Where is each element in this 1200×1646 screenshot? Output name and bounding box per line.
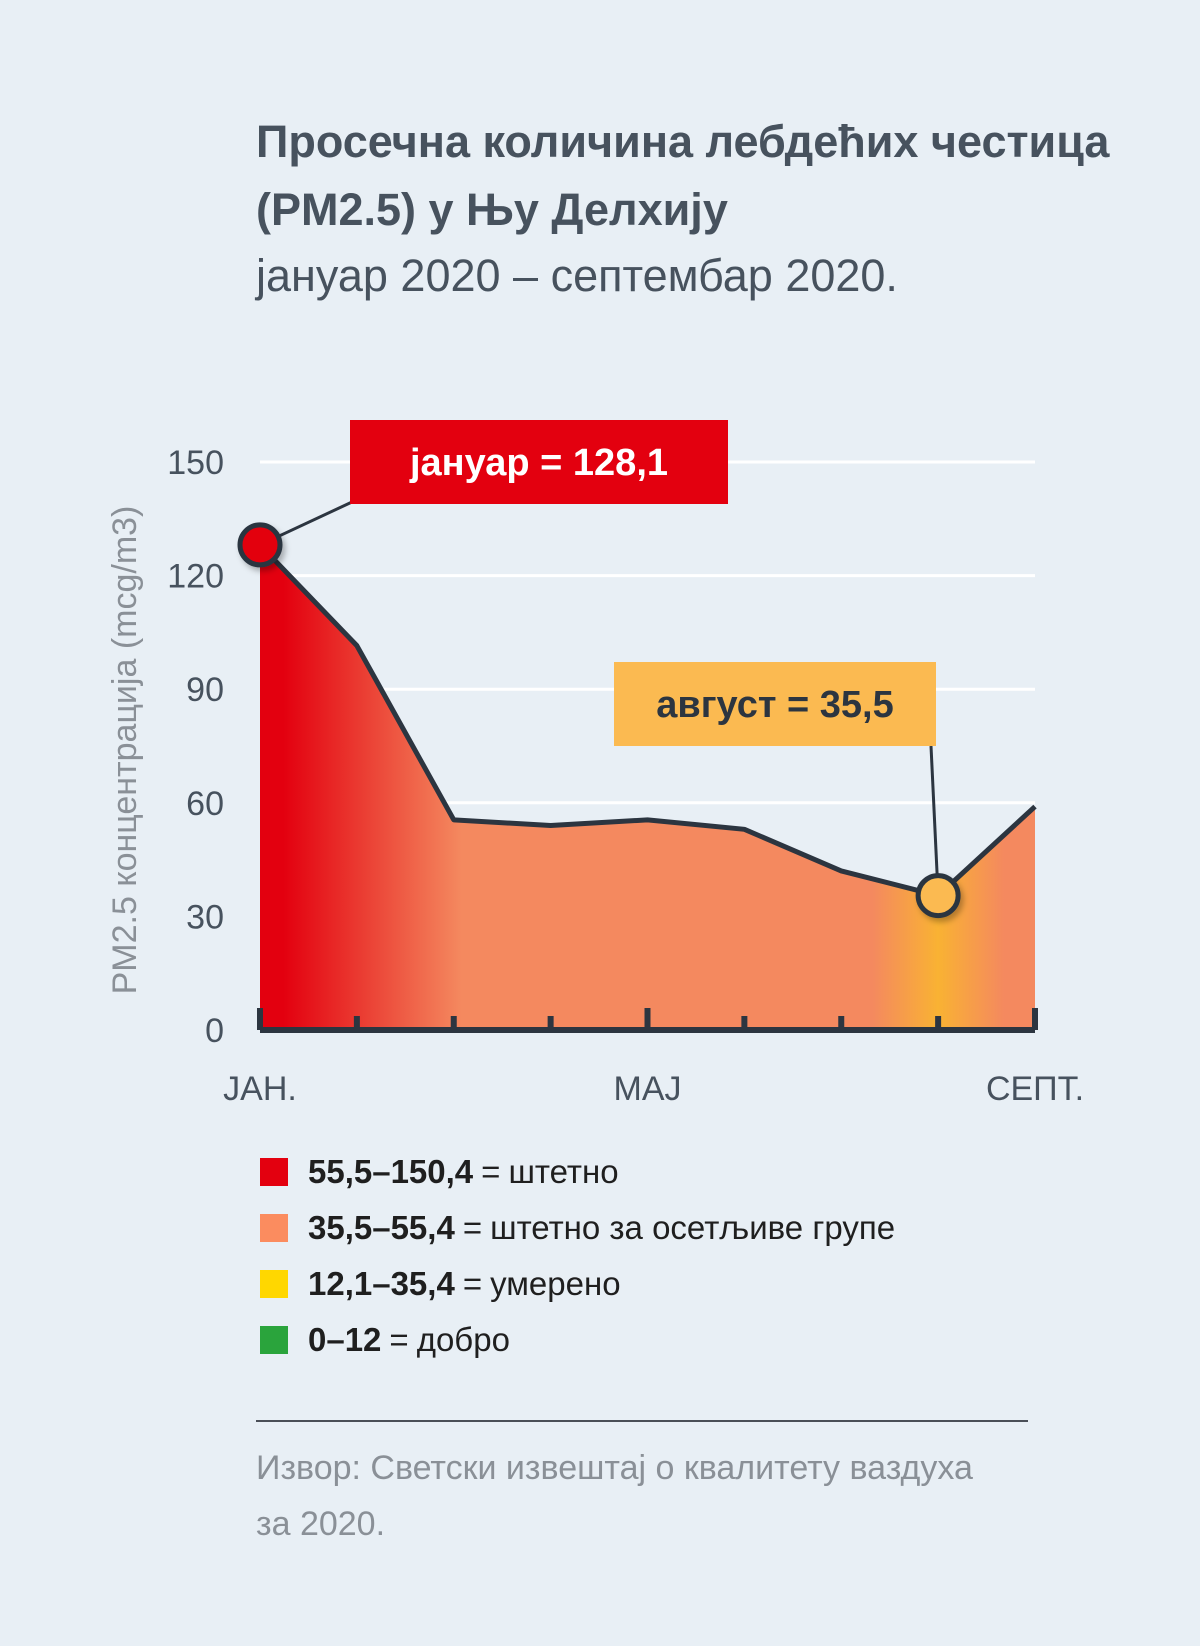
series-line xyxy=(258,543,1037,899)
y-tick-label: 0 xyxy=(205,1012,224,1050)
legend-item-moderate: 12,1–35,4 = умерено xyxy=(260,1256,895,1312)
annotation: јануар = 128,1 xyxy=(237,420,728,568)
annotations: јануар = 128,1 август = 35,5 xyxy=(237,420,961,919)
data-point-marker xyxy=(237,522,283,568)
pm25-area-chart: 0 30 60 90 120 150 PM2.5 концентрација (mcg/m… xyxy=(106,420,1084,1108)
x-axis xyxy=(257,1008,1038,1033)
y-tick-label: 120 xyxy=(167,558,224,596)
y-tick-label: 60 xyxy=(186,785,224,823)
legend-label: штетно xyxy=(508,1153,619,1190)
annotation-leader-line xyxy=(929,745,940,896)
legend-item-sensitive: 35,5–55,4 = штетно за осетљиве групе xyxy=(260,1200,895,1256)
annotation: август = 35,5 xyxy=(614,662,961,919)
legend-equals: = xyxy=(462,1209,483,1246)
legend-label: добро xyxy=(416,1321,510,1358)
x-tick-label: MAJ xyxy=(614,1070,682,1108)
area-fill xyxy=(260,544,1035,1030)
data-point-marker xyxy=(915,873,961,919)
legend-item-good: 0–12 = добро xyxy=(260,1312,895,1368)
legend-swatch-orange xyxy=(260,1214,288,1242)
x-tick-labels: JAH. MAJ СЕПТ. xyxy=(223,1070,1084,1108)
x-tick-label: СЕПТ. xyxy=(986,1070,1084,1108)
legend-equals: = xyxy=(462,1265,483,1302)
legend-swatch-green xyxy=(260,1326,288,1354)
chart-subtitle: јануар 2020 – септембар 2020. xyxy=(256,250,898,301)
legend-item-harmful: 55,5–150,4 = штетно xyxy=(260,1144,895,1200)
legend-label: умерено xyxy=(490,1265,621,1302)
x-tick-label: JAH. xyxy=(223,1070,297,1108)
source-note: Извор: Светски извештај о квалитету вазд… xyxy=(256,1449,973,1543)
legend-swatch-yellow xyxy=(260,1270,288,1298)
annotation-label: август = 35,5 xyxy=(656,684,894,726)
legend-equals: = xyxy=(481,1153,501,1190)
y-tick-label: 150 xyxy=(167,444,224,482)
legend-range: 55,5–150,4 xyxy=(308,1153,474,1190)
y-axis-label: PM2.5 концентрација (mcg/m3) xyxy=(106,506,144,995)
annotation-box xyxy=(350,420,728,504)
legend-range: 0–12 xyxy=(308,1321,382,1358)
annotation-label: јануар = 128,1 xyxy=(409,442,668,484)
legend-range: 35,5–55,4 xyxy=(308,1209,455,1246)
annotation-box xyxy=(614,662,936,746)
y-tick-label: 30 xyxy=(186,898,224,936)
y-tick-label: 90 xyxy=(186,671,224,709)
legend-equals: = xyxy=(389,1321,409,1358)
chart-title: Просечна количина лебдећих честица (PM2.… xyxy=(256,116,1110,235)
y-tick-labels: 0 30 60 90 120 150 xyxy=(167,444,224,1050)
title-block: Просечна количина лебдећих честица (PM2.… xyxy=(256,108,1156,306)
divider xyxy=(256,1420,1028,1422)
legend-range: 12,1–35,4 xyxy=(308,1265,455,1302)
legend-label: штетно за осетљиве групе xyxy=(490,1209,896,1246)
legend: 55,5–150,4 = штетно 35,5–55,4 = штетно з… xyxy=(260,1144,895,1368)
legend-swatch-red xyxy=(260,1158,288,1186)
